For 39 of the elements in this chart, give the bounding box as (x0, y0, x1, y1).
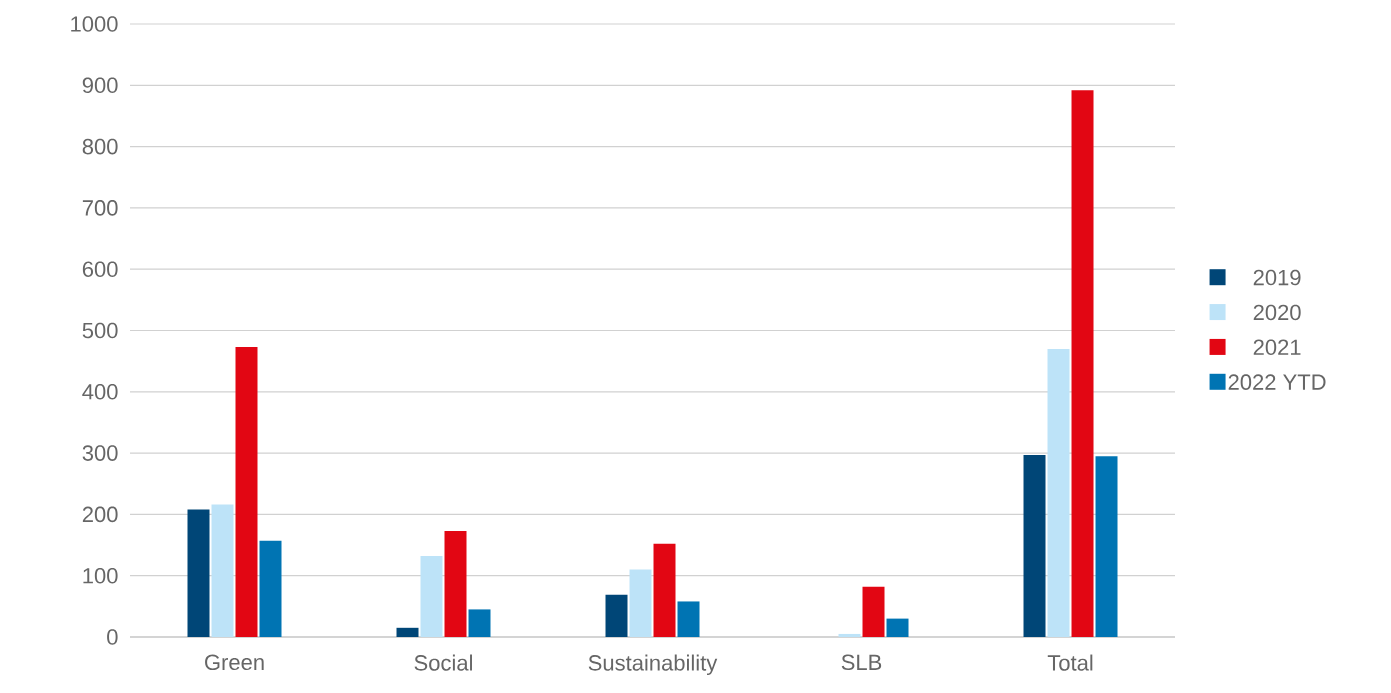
x-tick-label: SLB (841, 654, 882, 671)
y-tick-label: 0 (107, 629, 118, 645)
bar (235, 347, 258, 637)
y-tick-label: 100 (83, 567, 118, 584)
bar (1047, 348, 1070, 637)
bar (653, 543, 676, 637)
bar (1071, 90, 1094, 637)
bar (629, 569, 652, 637)
y-tick-label: 500 (82, 322, 118, 339)
bar (605, 594, 628, 637)
legend-label: 2020 (1253, 304, 1301, 321)
legend-label: 2022 YTD (1228, 374, 1326, 390)
bar (677, 601, 700, 637)
y-tick-label: 300 (82, 445, 118, 461)
x-tick-label: Total (1047, 654, 1093, 671)
y-tick-label: 200 (82, 506, 118, 523)
bar (468, 609, 491, 637)
bar (1023, 454, 1046, 637)
y-tick-label: 400 (82, 384, 118, 400)
legend-label: 2021 (1253, 339, 1301, 356)
bar (1095, 456, 1118, 637)
bar (838, 633, 861, 637)
y-tick-label: 600 (82, 261, 118, 277)
bar (259, 540, 282, 637)
y-tick-label: 800 (82, 138, 118, 155)
y-tick-label: 700 (82, 200, 118, 216)
x-tick-label: Social (414, 654, 472, 671)
bar (420, 556, 443, 637)
bar (187, 509, 210, 637)
bar (211, 504, 234, 637)
y-tick-label: 1000 (71, 16, 118, 32)
bar (886, 618, 909, 637)
x-tick-label: Sustainability (588, 654, 718, 676)
bar (862, 586, 885, 637)
x-tick-label: Green (205, 654, 264, 671)
y-tick-label: 900 (82, 77, 118, 94)
bar (396, 627, 419, 637)
bar (444, 530, 467, 637)
legend-label: 2019 (1253, 269, 1301, 286)
